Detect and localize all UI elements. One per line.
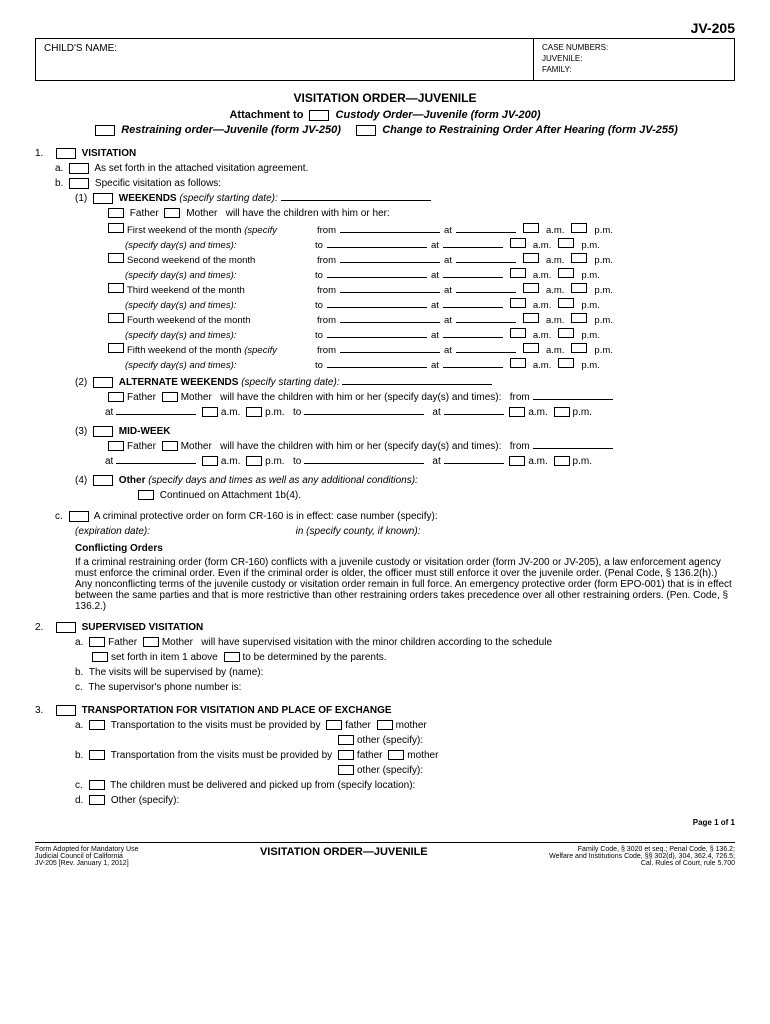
childs-name-cell[interactable]: CHILD'S NAME: [36, 39, 534, 80]
s1b3-checkbox[interactable] [93, 426, 113, 437]
custody-checkbox[interactable] [309, 110, 329, 121]
section-1: 1. VISITATION a. As set forth in the att… [35, 146, 735, 612]
s1b1-heading: WEEKENDS [119, 193, 177, 204]
s1b1-checkbox[interactable] [93, 193, 113, 204]
page-number: Page 1 of 1 [35, 818, 735, 827]
s1b-text: Specific visitation as follows: [95, 178, 221, 189]
s1a-text: As set forth in the attached visitation … [94, 163, 308, 174]
form-number: JV-205 [35, 20, 735, 36]
footer: Form Adopted for Mandatory Use Judicial … [35, 842, 735, 867]
case-numbers-label: CASE NUMBERS: [542, 43, 726, 52]
s1c-checkbox[interactable] [69, 511, 89, 522]
s1a-checkbox[interactable] [69, 163, 89, 174]
juvenile-label: JUVENILE: [542, 54, 726, 63]
s2-checkbox[interactable] [56, 622, 76, 633]
title-section: VISITATION ORDER—JUVENILE Attachment to … [35, 91, 735, 136]
s1-heading: VISITATION [82, 148, 137, 159]
s1-checkbox[interactable] [56, 148, 76, 159]
s1b4-checkbox[interactable] [93, 475, 113, 486]
restraining-checkbox[interactable] [95, 125, 115, 136]
header-box: CHILD'S NAME: CASE NUMBERS: JUVENILE: FA… [35, 38, 735, 81]
change-checkbox[interactable] [356, 125, 376, 136]
b1-mother-cb[interactable] [164, 208, 180, 218]
section-3: 3. TRANSPORTATION FOR VISITATION AND PLA… [35, 703, 735, 808]
weekend-rows: First weekend of the month (specifyfroma… [105, 223, 735, 371]
section-2: 2. SUPERVISED VISITATION a. Father Mothe… [35, 620, 735, 695]
title-orders: Restraining order—Juvenile (form JV-250)… [35, 124, 735, 136]
b1-date-blank[interactable] [281, 200, 431, 201]
b1-father-cb[interactable] [108, 208, 124, 218]
family-label: FAMILY: [542, 65, 726, 74]
childs-name-label: CHILD'S NAME: [44, 43, 117, 54]
case-info-cell: CASE NUMBERS: JUVENILE: FAMILY: [534, 39, 734, 80]
conflicting-text: If a criminal restraining order (form CR… [75, 557, 735, 612]
title-attachment: Attachment to Custody Order—Juvenile (fo… [35, 109, 735, 121]
s1b-checkbox[interactable] [69, 178, 89, 189]
s1b2-checkbox[interactable] [93, 377, 113, 388]
title-main: VISITATION ORDER—JUVENILE [35, 91, 735, 105]
s3-checkbox[interactable] [56, 705, 76, 716]
